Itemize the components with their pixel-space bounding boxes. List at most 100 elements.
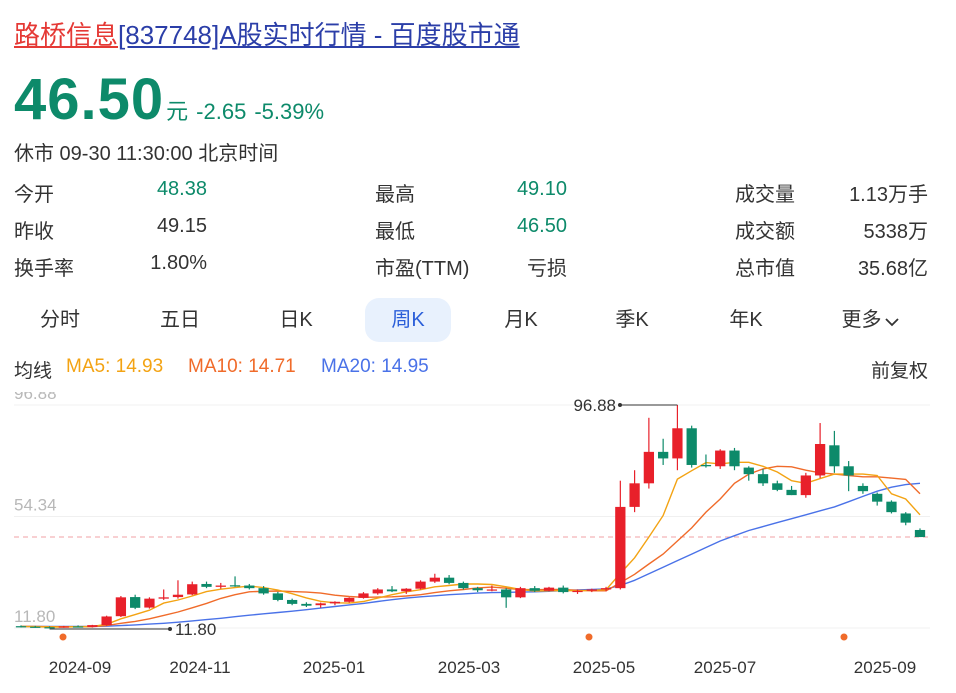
candle-body — [800, 475, 811, 496]
stat-value-prev-close: 49.15 — [156, 215, 207, 237]
candle — [529, 586, 540, 593]
candle — [372, 588, 383, 595]
candle-body — [429, 577, 440, 582]
candle — [215, 582, 226, 589]
candle-body — [843, 466, 854, 476]
candle — [914, 528, 926, 538]
chevron-down-icon — [884, 299, 899, 343]
price-unit: 元 — [166, 99, 189, 124]
candle — [429, 573, 440, 583]
tab-weekly-k[interactable]: 周K — [365, 298, 451, 342]
candle — [515, 586, 526, 599]
candle-body — [472, 588, 483, 591]
candle-body — [172, 594, 184, 598]
candle — [15, 625, 27, 628]
adjust-toggle[interactable]: 前复权 — [870, 361, 928, 382]
candle — [686, 425, 697, 468]
tab-more[interactable]: 更多 — [830, 298, 910, 342]
candle-body — [814, 444, 826, 476]
candle-body — [643, 451, 655, 484]
ma-legend-label: 均线 — [14, 361, 53, 382]
page-title-link[interactable]: [837748]A股实时行情 - 百度股市通 — [118, 20, 520, 50]
stats-grid: 今开 48.38 最高 49.10 成交量 1.13万手 昨收 49.15 最低… — [14, 178, 928, 284]
tab-monthly-k[interactable]: 月K — [504, 309, 538, 331]
price-change-pct: -5.39% — [254, 99, 325, 124]
candle-body — [301, 603, 312, 606]
candle-body — [743, 467, 754, 475]
candle-body — [700, 464, 712, 467]
candle — [315, 602, 326, 608]
page-title[interactable]: 路桥信息[837748]A股实时行情 - 百度股市通 — [14, 18, 520, 52]
candle-body — [201, 583, 212, 587]
candle — [101, 615, 112, 626]
candle — [58, 625, 69, 628]
candle — [772, 480, 783, 492]
candle-body — [286, 599, 298, 604]
period-tabs: 分时 五日 日K 周K 月K 季K 年K 更多 — [0, 298, 956, 342]
tab-five-day[interactable]: 五日 — [160, 309, 200, 331]
ma10-value: MA10: 14.71 — [188, 356, 296, 377]
high-label: 96.88 — [573, 396, 616, 415]
candle-body — [686, 428, 697, 465]
stat-value-market-cap: 35.68亿 — [857, 258, 928, 280]
candle — [857, 483, 869, 494]
tab-intraday[interactable]: 分时 — [40, 309, 80, 331]
candle-body — [458, 582, 469, 589]
ma20-line — [21, 482, 921, 628]
candle — [272, 591, 283, 602]
candle — [244, 583, 255, 590]
candle-body — [229, 585, 241, 587]
candle-body — [30, 626, 41, 628]
candle-body — [886, 501, 897, 513]
candle — [786, 485, 797, 496]
candle-body — [658, 451, 669, 459]
candle-body — [187, 584, 198, 595]
market-status: 休市 09-30 11:30:00 北京时间 — [14, 143, 279, 165]
candle — [258, 586, 269, 595]
tab-yearly-k[interactable]: 年K — [729, 309, 763, 331]
candle — [44, 626, 55, 629]
ma10-line — [21, 465, 921, 628]
candle-body — [772, 483, 783, 490]
candle-body — [543, 587, 555, 591]
candle — [900, 512, 911, 526]
candle-body — [757, 474, 769, 484]
candle-body — [900, 513, 911, 523]
candle-body — [600, 588, 612, 590]
x-tick-label: 2024-09 — [49, 658, 111, 677]
candle — [472, 586, 483, 593]
candle — [344, 597, 355, 603]
candle-body — [58, 626, 69, 628]
y-tick-label: 11.80 — [14, 607, 55, 626]
stat-label-turnover: 成交额 — [735, 221, 795, 243]
candle — [415, 580, 426, 590]
candle — [615, 480, 626, 590]
stock-name-link[interactable]: 路桥信息 — [14, 20, 119, 50]
y-tick-label: 54.34 — [14, 496, 57, 515]
candle-body — [586, 589, 597, 591]
stat-label-pe: 市盈(TTM) — [375, 258, 470, 280]
candle-body — [258, 588, 269, 594]
tab-daily-k[interactable]: 日K — [279, 309, 313, 331]
candle — [229, 576, 241, 587]
stat-value-volume: 1.13万手 — [849, 184, 928, 206]
x-tick-label: 2024-11 — [169, 658, 230, 677]
kline-chart[interactable]: 96.88 54.34 11.80 96.88 11.80 2024-09 2024-11… — [0, 392, 956, 693]
candle-body — [443, 577, 455, 583]
ma20-value: MA20: 14.95 — [321, 356, 429, 377]
low-marker-dot — [168, 627, 172, 631]
tab-more-label: 更多 — [841, 309, 882, 331]
event-dot — [840, 633, 848, 641]
candle-body — [244, 585, 255, 589]
candle — [144, 597, 155, 609]
tab-quarterly-k[interactable]: 季K — [615, 309, 649, 331]
candle — [743, 466, 754, 481]
candle — [172, 580, 184, 599]
candle-body — [272, 593, 283, 600]
ma5-line — [20, 461, 921, 628]
candle — [30, 625, 41, 628]
high-marker-dot — [618, 403, 622, 407]
candle — [700, 454, 712, 468]
candle — [543, 586, 555, 592]
candle-body — [130, 597, 141, 608]
